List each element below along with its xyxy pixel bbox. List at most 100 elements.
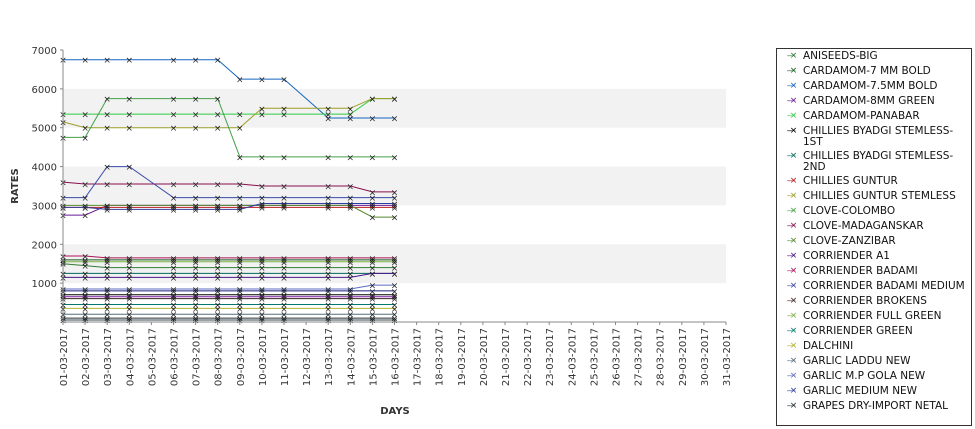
data-point: × [391, 270, 399, 280]
data-point: × [236, 305, 244, 315]
data-point: × [192, 295, 200, 305]
x-tick-label: 18-03-2017 [435, 328, 446, 386]
data-point: × [103, 305, 111, 315]
legend-label: GRAPES DRY-IMPORT NETAL [803, 400, 948, 412]
x-tick-label: 27-03-2017 [634, 328, 645, 386]
data-point: × [192, 206, 200, 216]
data-point: × [81, 270, 89, 280]
data-point: × [214, 111, 222, 121]
data-point: × [347, 115, 355, 125]
data-point: × [258, 202, 266, 212]
data-point: × [81, 295, 89, 305]
data-point: × [347, 202, 355, 212]
legend-marker-icon: —× [786, 51, 798, 61]
data-point: × [170, 293, 178, 303]
data-point: × [192, 194, 200, 204]
data-point: × [258, 274, 266, 284]
data-point: × [347, 258, 355, 268]
data-point: × [236, 295, 244, 305]
data-point: × [258, 258, 266, 268]
legend-marker-icon: —× [786, 281, 798, 291]
data-point: × [347, 293, 355, 303]
data-point: × [170, 202, 178, 212]
legend-marker-icon: —× [786, 371, 798, 381]
data-point: × [236, 270, 244, 280]
data-point: × [391, 115, 399, 125]
data-point: × [324, 254, 332, 264]
data-point: × [170, 295, 178, 305]
legend-item: —× ANISEEDS-BIG [777, 49, 971, 64]
legend-marker-icon: —× [786, 386, 798, 396]
data-point: × [214, 206, 222, 216]
data-point: × [192, 270, 200, 280]
data-point: × [324, 274, 332, 284]
data-point: × [324, 115, 332, 125]
data-point: × [391, 264, 399, 274]
data-point: × [214, 202, 222, 212]
data-point: × [369, 264, 377, 274]
data-point: × [126, 111, 134, 121]
legend-marker-icon: —× [786, 266, 798, 276]
data-point: × [391, 293, 399, 303]
y-tick-label: 7000 [32, 46, 57, 57]
legend-marker-icon: —× [786, 326, 798, 336]
data-point: × [103, 264, 111, 274]
legend-marker-icon: —× [786, 126, 798, 136]
data-point: × [280, 194, 288, 204]
data-point: × [324, 183, 332, 193]
data-point: × [391, 295, 399, 305]
data-point: × [103, 301, 111, 311]
data-point: × [280, 202, 288, 212]
data-point: × [347, 305, 355, 315]
legend-label: CLOVE-ZANZIBAR [803, 235, 896, 247]
chart-legend: —× ANISEEDS-BIG —× CARDAMOM-7 MM BOLD —× CARD… [776, 48, 972, 426]
data-point: × [280, 287, 288, 297]
y-tick-label: 3000 [32, 201, 57, 212]
data-point: × [369, 311, 377, 321]
x-tick-label: 30-03-2017 [700, 328, 711, 386]
data-point: × [258, 301, 266, 311]
legend-item: —× CHILLIES GUNTUR STEMLESS [777, 189, 971, 204]
data-point: × [280, 183, 288, 193]
data-point: × [192, 124, 200, 134]
legend-item: —× GARLIC LADDU NEW [777, 354, 971, 369]
data-point: × [324, 270, 332, 280]
data-point: × [103, 181, 111, 191]
x-tick-label: 12-03-2017 [302, 328, 313, 386]
x-tick-label: 15-03-2017 [368, 328, 379, 386]
data-point: × [258, 293, 266, 303]
x-tick-label: 24-03-2017 [567, 328, 578, 386]
y-tick-label: 4000 [32, 163, 57, 174]
x-tick-label: 13-03-2017 [324, 328, 335, 386]
legend-item: —× CORRIENDER BADAMI [777, 264, 971, 279]
series-line [63, 59, 395, 119]
legend-label: CHILLIES GUNTUR [803, 175, 898, 187]
data-point: × [103, 254, 111, 264]
data-point: × [214, 301, 222, 311]
series-line [63, 98, 395, 115]
data-point: × [170, 111, 178, 121]
data-point: × [391, 214, 399, 224]
x-tick-label: 29-03-2017 [678, 328, 689, 386]
data-point: × [369, 301, 377, 311]
legend-label: CORRIENDER A1 [803, 250, 890, 262]
data-point: × [324, 105, 332, 115]
legend-marker-icon: —× [786, 401, 798, 411]
series-line [62, 181, 395, 193]
data-point: × [236, 264, 244, 274]
data-point: × [214, 194, 222, 204]
data-point: × [324, 202, 332, 212]
data-point: × [103, 311, 111, 321]
x-tick-label: 26-03-2017 [612, 328, 623, 386]
data-point: × [280, 105, 288, 115]
data-point: × [391, 194, 399, 204]
data-point: × [280, 204, 288, 214]
data-point: × [280, 293, 288, 303]
data-point: × [214, 274, 222, 284]
legend-item: —× CHILLIES BYADGI STEMLESS-2ND [777, 149, 971, 174]
data-point: × [236, 301, 244, 311]
data-point: × [170, 124, 178, 134]
data-point: × [236, 274, 244, 284]
series-25: ×××××××××××××× [59, 287, 398, 297]
data-point: × [214, 270, 222, 280]
